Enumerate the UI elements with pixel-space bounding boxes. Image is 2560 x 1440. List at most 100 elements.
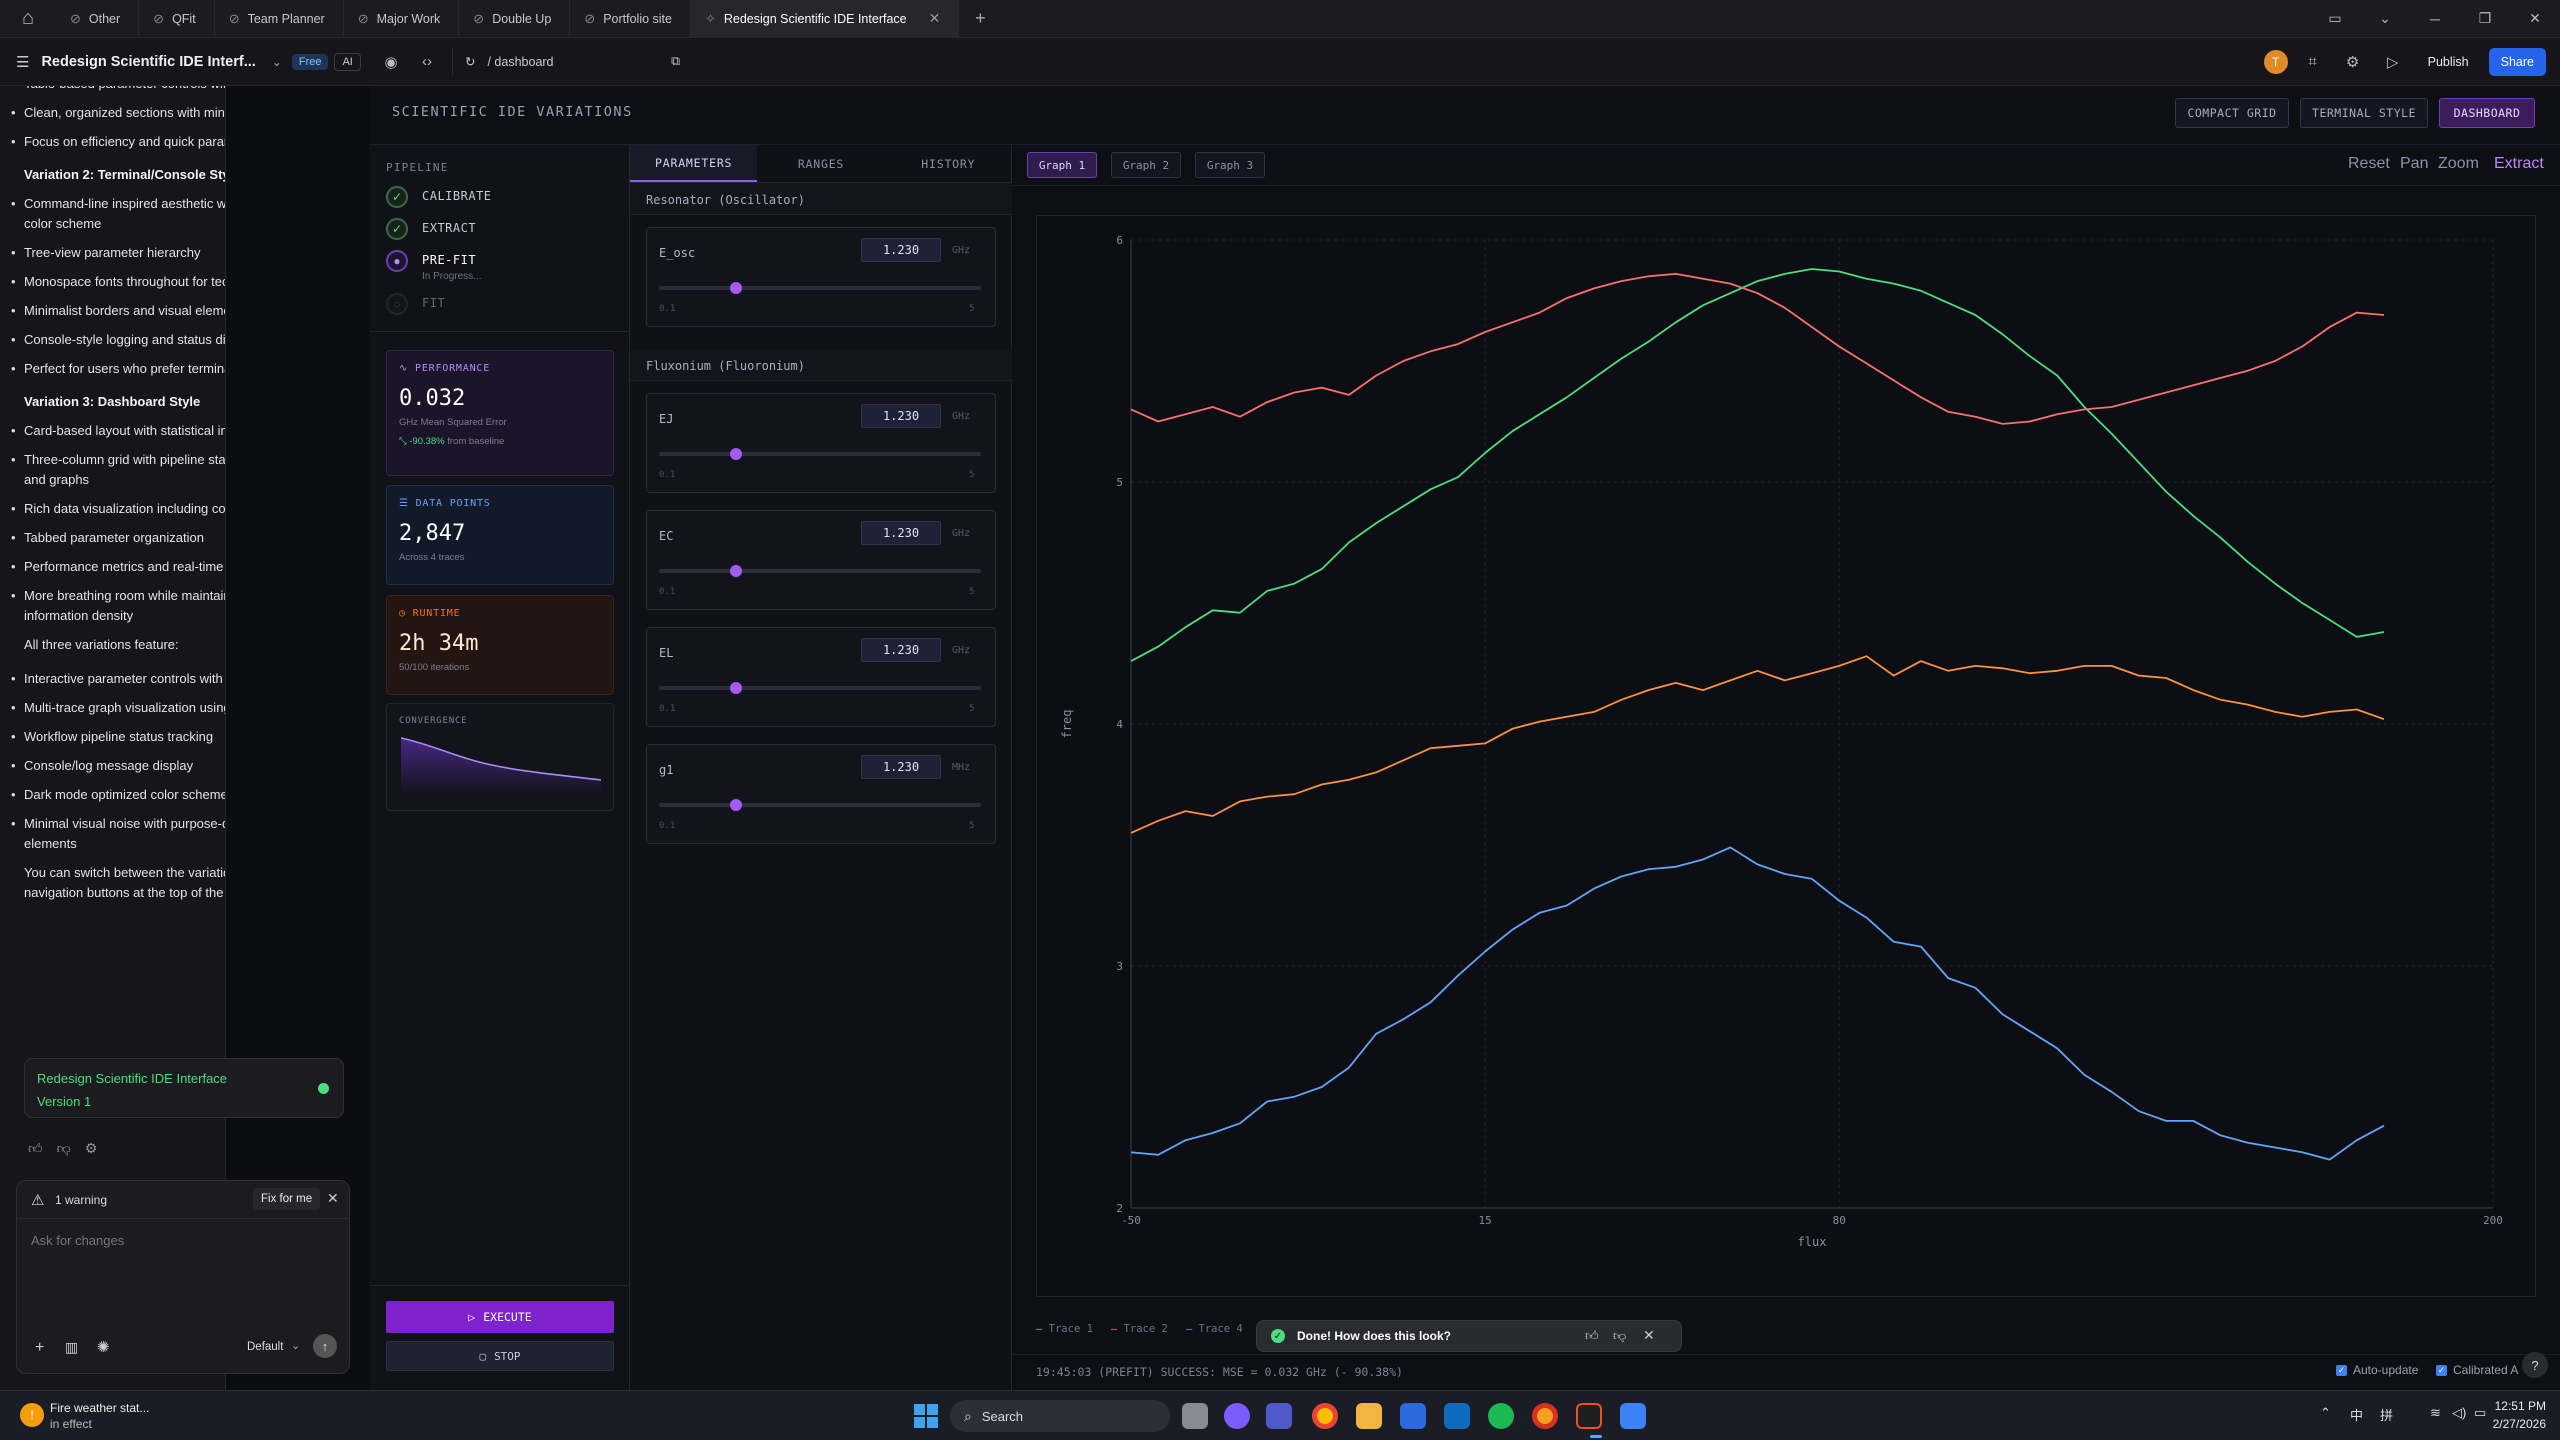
pipeline-step-extract[interactable]: ✓ EXTRACT [386, 218, 476, 240]
checkbox-icon[interactable]: ✓ [2436, 1364, 2447, 1376]
copilot-icon[interactable] [1224, 1403, 1250, 1429]
tab-other[interactable]: ⊘ Other [56, 0, 140, 37]
tab-ranges[interactable]: RANGES [797, 156, 845, 171]
close-icon[interactable]: ✕ [1643, 1327, 1655, 1343]
play-icon[interactable]: ▷ [2386, 53, 2399, 71]
send-icon[interactable]: ↑ [313, 1334, 337, 1358]
slider-handle[interactable] [730, 282, 743, 294]
close-icon[interactable]: ✕ [327, 1190, 339, 1206]
graph-tab-1[interactable]: Graph 1 [1027, 152, 1097, 178]
battery-icon[interactable]: ▭ [2474, 1405, 2487, 1420]
chevron-down-icon[interactable]: ⌄ [2379, 10, 2391, 26]
menu-icon[interactable]: ☰ [16, 53, 30, 71]
taskbar-search[interactable]: ⌕ Search [950, 1400, 1170, 1432]
fix-for-me-button[interactable]: Fix for me [253, 1188, 321, 1210]
slider-handle[interactable] [730, 799, 743, 811]
param-slider[interactable] [659, 282, 981, 294]
slider-handle[interactable] [730, 448, 743, 460]
auto-update-toggle[interactable]: ✓ Auto-update [2336, 1363, 2419, 1377]
param-slider[interactable] [659, 565, 981, 577]
file-explorer-icon[interactable] [1356, 1403, 1382, 1429]
chevron-down-icon[interactable]: ⌄ [271, 54, 282, 69]
windows-start-icon[interactable] [914, 1404, 938, 1428]
spotify-icon[interactable] [1488, 1403, 1514, 1429]
compact-grid-button[interactable]: COMPACT GRID [2175, 98, 2289, 128]
teams-icon[interactable] [1266, 1403, 1292, 1429]
execute-button[interactable]: ▷ EXECUTE [386, 1301, 614, 1333]
group-header-fluxonium[interactable]: Fluxonium (Fluoronium) [630, 349, 1012, 381]
language-icon[interactable]: 中 [2350, 1408, 2364, 1423]
thumbs-down-icon[interactable]: 👎︎ [56, 1140, 71, 1156]
slider-handle[interactable] [730, 565, 743, 577]
tab-history[interactable]: HISTORY [921, 156, 976, 171]
tab-qfit[interactable]: ⊘ QFit [139, 0, 215, 37]
terminal-style-button[interactable]: TERMINAL STYLE [2300, 98, 2428, 128]
zoom-button[interactable]: Zoom [2438, 155, 2479, 172]
pipeline-step-prefit[interactable]: ● PRE-FIT In Progress... [386, 250, 481, 282]
share-button[interactable]: Share [2488, 47, 2546, 76]
store-icon[interactable] [1400, 1403, 1426, 1429]
publish-button[interactable]: Publish [2427, 54, 2469, 69]
task-view-icon[interactable] [1182, 1403, 1208, 1429]
tab-team-planner[interactable]: ⊘ Team Planner [215, 0, 344, 37]
param-value-input[interactable]: 1.230 [861, 638, 941, 662]
ime-icon[interactable]: 拼 [2380, 1408, 2394, 1423]
chrome-icon[interactable] [1312, 1403, 1338, 1429]
graph-tab-2[interactable]: Graph 2 [1111, 152, 1181, 178]
project-name[interactable]: Redesign Scientific IDE Interf... [41, 53, 256, 70]
close-tab-icon[interactable]: ✕ [928, 10, 941, 26]
thumbs-up-icon[interactable]: 👍︎ [28, 1140, 43, 1156]
weather-title[interactable]: Fire weather stat... [50, 1401, 150, 1415]
dashboard-button[interactable]: DASHBOARD [2439, 98, 2535, 128]
code-icon[interactable]: ‹› [422, 53, 432, 70]
ai-badge[interactable]: AI [334, 52, 361, 71]
calibrated-toggle[interactable]: ✓ Calibrated A [2436, 1363, 2519, 1377]
extract-button[interactable]: Extract [2494, 155, 2544, 172]
chevron-up-icon[interactable]: ⌃ [2320, 1405, 2331, 1420]
outlook-icon[interactable] [1444, 1403, 1470, 1429]
book-icon[interactable]: ▥ [65, 1339, 79, 1355]
param-value-input[interactable]: 1.230 [861, 521, 941, 545]
version-card[interactable]: Redesign Scientific IDE Interface Versio… [24, 1058, 344, 1118]
group-header-resonator[interactable]: Resonator (Oscillator) [630, 183, 1012, 215]
tab-parameters[interactable]: PARAMETERS [630, 145, 758, 182]
chrome-profile-icon[interactable] [1532, 1403, 1558, 1429]
tab-portfolio-site[interactable]: ⊘ Portfolio site [570, 0, 691, 37]
screenshot-icon[interactable]: ⌗ [2308, 53, 2317, 70]
checkbox-icon[interactable]: ✓ [2336, 1364, 2347, 1376]
mode-select[interactable]: Default [247, 1341, 284, 1353]
pipeline-step-fit[interactable]: ○ FIT [386, 293, 445, 315]
avatar[interactable]: T [2263, 49, 2288, 74]
stop-button[interactable]: ▢ STOP [386, 1341, 614, 1371]
refresh-icon[interactable]: ↻ [465, 55, 476, 69]
app-icon[interactable] [1620, 1403, 1646, 1429]
tab-major-work[interactable]: ⊘ Major Work [344, 0, 460, 37]
figma-icon[interactable] [1576, 1403, 1602, 1429]
reset-button[interactable]: Reset [2348, 155, 2390, 172]
pipeline-step-calibrate[interactable]: ✓ CALIBRATE [386, 186, 492, 208]
chat-input[interactable]: Ask for changes [31, 1233, 125, 1248]
eye-icon[interactable]: ◉ [384, 53, 398, 71]
param-value-input[interactable]: 1.230 [861, 755, 941, 779]
close-window-icon[interactable]: ✕ [2529, 10, 2541, 26]
home-icon[interactable]: ⌂ [21, 7, 35, 29]
url-bar[interactable]: ↻ / dashboard ⧉ [452, 47, 692, 76]
plus-icon[interactable]: + [35, 1339, 45, 1356]
clock-date[interactable]: 2/27/2026 [2492, 1417, 2546, 1431]
slider-handle[interactable] [730, 682, 743, 694]
param-slider[interactable] [659, 682, 981, 694]
thumbs-up-icon[interactable]: 👍︎ [1585, 1328, 1599, 1343]
new-tab-icon[interactable]: + [975, 8, 986, 28]
minimize-icon[interactable]: ─ [2430, 10, 2440, 27]
param-value-input[interactable]: 1.230 [861, 238, 941, 262]
chevron-down-icon[interactable]: ⌄ [291, 1340, 301, 1352]
tab-sidebar-icon[interactable]: ▭ [2328, 10, 2342, 26]
tab-double-up[interactable]: ⊘ Double Up [459, 0, 571, 37]
volume-icon[interactable]: ◁) [2452, 1405, 2467, 1420]
clock-time[interactable]: 12:51 PM [2494, 1399, 2546, 1413]
param-value-input[interactable]: 1.230 [861, 404, 941, 428]
gear-icon[interactable]: ⚙ [2345, 53, 2360, 71]
thumbs-down-icon[interactable]: 👎︎ [1613, 1328, 1627, 1343]
wifi-icon[interactable]: ≋ [2430, 1405, 2441, 1420]
graph-tab-3[interactable]: Graph 3 [1195, 152, 1265, 178]
